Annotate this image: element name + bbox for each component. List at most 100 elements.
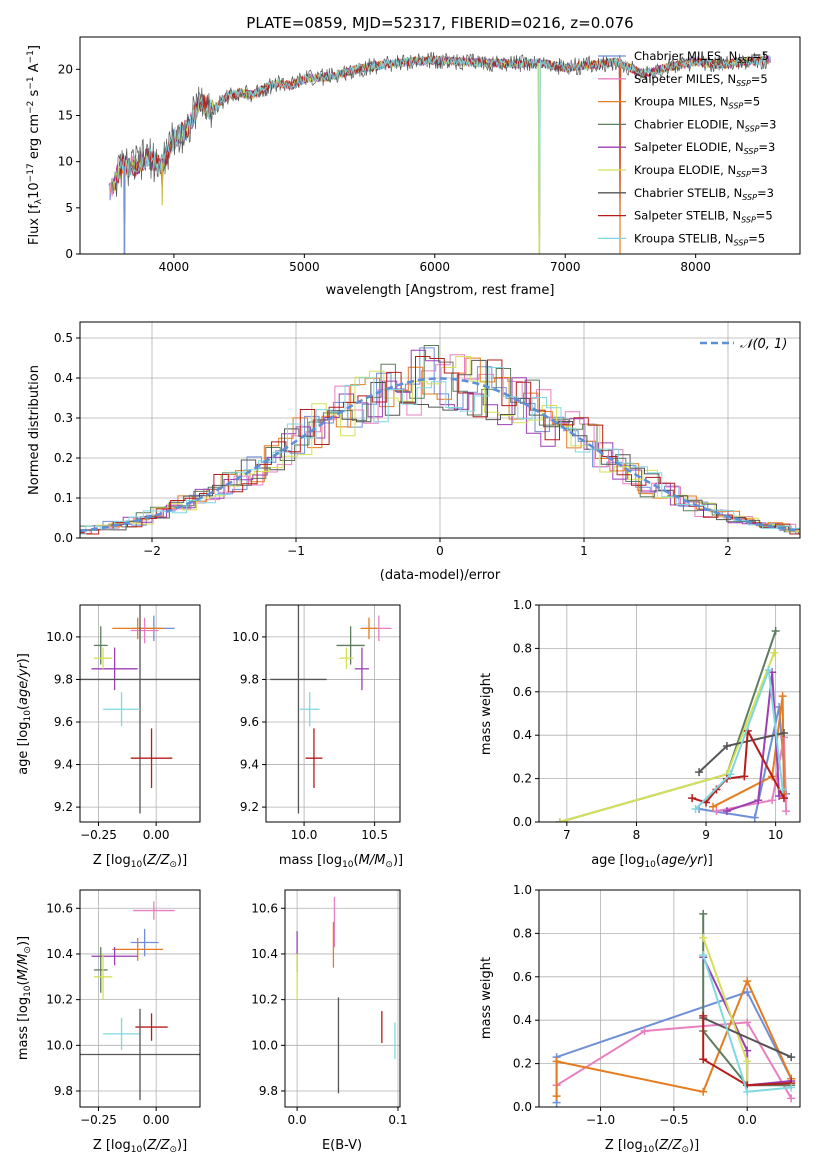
weight-marker xyxy=(709,802,717,811)
y-tick-label: 0.4 xyxy=(54,371,73,385)
weight-z-xlabel: Z [log10(Z/Z⊙)] xyxy=(605,1138,699,1155)
weight-age-ylabel: mass weight xyxy=(479,673,494,755)
spectrum-line xyxy=(115,55,767,254)
weight-line xyxy=(702,913,792,1087)
y-tick-label: 0.0 xyxy=(54,531,73,545)
y-tick-label: 10.0 xyxy=(251,1038,278,1052)
y-tick-label: 9.4 xyxy=(54,758,73,772)
y-tick-label: 10.0 xyxy=(232,630,259,644)
y-tick-label: 9.8 xyxy=(54,672,73,686)
y-tick-label: 0.6 xyxy=(513,685,532,699)
weight-marker xyxy=(691,804,700,813)
parameter-panel: 10.0 10.5 9.2 9.4 9.6 9.8 10.0 xyxy=(232,604,401,842)
histogram-step xyxy=(80,367,800,535)
y-tick-label: 10.4 xyxy=(46,947,73,961)
y-tick-label: 1.0 xyxy=(513,883,532,897)
residual-histograms xyxy=(80,345,800,535)
y-tick-label: 15 xyxy=(58,108,73,122)
x-tick-label: −1.0 xyxy=(586,1113,615,1127)
weight-marker xyxy=(770,648,779,657)
spectrum-xlabel: wavelength [Angstrom, rest frame] xyxy=(326,283,555,298)
spectrum-plot-area xyxy=(108,51,772,254)
y-tick-label: 10.2 xyxy=(46,993,73,1007)
age-z-ylabel: age [log10(age/yr)] xyxy=(16,653,33,775)
mass-ebv-xlabel: E(B-V) xyxy=(322,1138,362,1153)
y-tick-label: 0.2 xyxy=(513,772,532,786)
age-z-xlabel: Z [log10(Z/Z⊙)] xyxy=(93,853,187,870)
legend-label: Kroupa STELIB, NSSP=5 xyxy=(634,231,765,247)
normal-legend-label: 𝒩(0, 1) xyxy=(740,337,787,352)
weight-marker xyxy=(555,818,564,822)
weight-marker xyxy=(778,785,787,794)
y-tick-label: 0.4 xyxy=(513,1013,532,1027)
weight-line xyxy=(702,1017,792,1059)
y-tick-label: 10.0 xyxy=(46,1038,73,1052)
weight-marker xyxy=(640,1027,649,1036)
parameter-panels: −0.25 0.00 9.2 9.4 9.6 9.8 10.0 10.0 10.5 9.2 9.4 9… xyxy=(46,598,801,1127)
weight-marker xyxy=(722,807,731,816)
legend-label: Salpeter MILES, NSSP=5 xyxy=(634,72,768,88)
x-tick-label: 0 xyxy=(436,544,444,558)
weight-marker xyxy=(743,1057,752,1066)
y-tick-label: 9.6 xyxy=(240,715,259,729)
panel-frame xyxy=(538,889,801,1108)
x-tick-label: 0.00 xyxy=(143,1113,170,1127)
mass-z-ylabel: mass [log10(M/M⊙)] xyxy=(16,936,33,1060)
x-tick-label: −0.25 xyxy=(80,828,117,842)
x-tick-label: −1 xyxy=(287,544,305,558)
y-tick-label: 0.4 xyxy=(513,728,532,742)
residual-xlabel: (data-model)/error xyxy=(380,568,501,583)
x-tick-label: 10.5 xyxy=(361,828,388,842)
y-tick-label: 10.6 xyxy=(251,901,278,915)
x-tick-label: 0.0 xyxy=(738,1113,757,1127)
legend-label: Kroupa ELODIE, NSSP=3 xyxy=(634,163,768,179)
weight-marker xyxy=(699,1011,708,1020)
legend-label: Chabrier STELIB, NSSP=3 xyxy=(634,186,774,202)
mass-z-xlabel: Z [log10(Z/Z⊙)] xyxy=(93,1138,187,1155)
y-tick-label: 10 xyxy=(58,155,73,169)
panel-frame xyxy=(79,604,201,823)
y-tick-label: 10.0 xyxy=(46,630,73,644)
weight-marker xyxy=(743,1018,752,1027)
panel-marks xyxy=(270,605,392,814)
age-mass-xlabel: mass [log10(M/M⊙)] xyxy=(279,853,403,870)
y-tick-label: 0.3 xyxy=(54,411,73,425)
weight-marker xyxy=(778,692,787,701)
y-tick-label: 0.5 xyxy=(54,331,73,345)
x-tick-label: 9 xyxy=(702,828,710,842)
panel-marks xyxy=(552,909,796,1107)
weight-marker xyxy=(764,666,773,675)
weight-marker xyxy=(699,951,708,960)
y-tick-label: 0.2 xyxy=(513,1057,532,1071)
panel-frame xyxy=(284,889,401,1108)
spectrum-frame xyxy=(79,36,801,255)
spectrum-title: PLATE=0859, MJD=52317, FIBERID=0216, z=0… xyxy=(246,14,633,32)
x-tick-label: −0.25 xyxy=(80,1113,117,1127)
x-tick-label: 10 xyxy=(768,828,783,842)
spectrum-lines xyxy=(108,51,772,254)
residual-panel: −2 −1 0 1 2 0.0 0.1 0.2 0.3 0.4 0.5 (data-model)/e… xyxy=(27,321,801,583)
x-tick-label: 0.0 xyxy=(288,1113,307,1127)
y-tick-label: 5 xyxy=(65,201,73,215)
panel-marks xyxy=(80,901,200,1101)
spectrum-panel: PLATE=0859, MJD=52317, FIBERID=0216, z=0… xyxy=(26,14,801,298)
panel-marks xyxy=(555,627,791,822)
weight-marker xyxy=(743,987,752,996)
y-tick-label: 9.8 xyxy=(54,1084,73,1098)
x-tick-label: 8000 xyxy=(680,260,711,274)
x-tick-label: 7 xyxy=(563,828,571,842)
y-tick-label: 0.8 xyxy=(513,641,532,655)
x-tick-label: 0.1 xyxy=(388,1113,407,1127)
weight-marker xyxy=(779,729,788,738)
y-tick-label: 0 xyxy=(65,247,73,261)
x-tick-label: 2 xyxy=(724,544,732,558)
x-tick-label: −2 xyxy=(143,544,161,558)
x-tick-label: −0.5 xyxy=(659,1113,688,1127)
parameter-panel: 0.0 0.1 9.8 10.0 10.2 10.4 10.6 xyxy=(251,889,408,1127)
weight-marker xyxy=(699,1055,708,1064)
histogram-step xyxy=(80,359,800,534)
weight-marker xyxy=(779,794,788,803)
x-tick-label: 7000 xyxy=(550,260,581,274)
x-tick-label: 5000 xyxy=(289,260,320,274)
